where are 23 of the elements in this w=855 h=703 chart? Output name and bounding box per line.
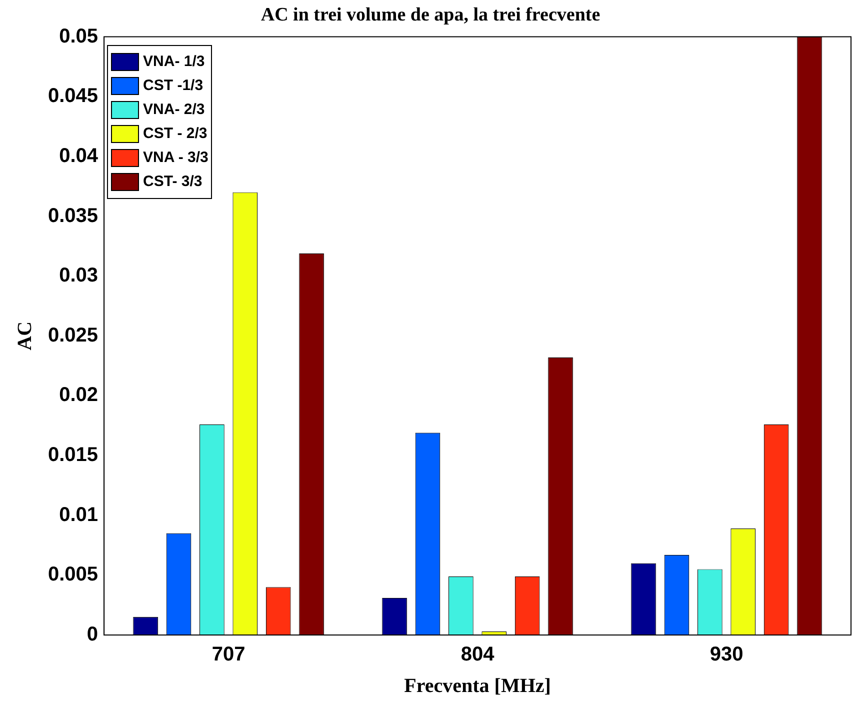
y-tick-label: 0.045 [48,85,98,108]
y-tick-label: 0.01 [59,504,98,526]
x-tick-label: 930 [710,644,744,666]
y-tick-label: 0.025 [48,324,98,346]
legend-label: VNA - 3/3 [143,149,208,166]
y-tick-label: 0.03 [59,264,98,287]
x-tick-label: 804 [460,644,496,666]
y-tick-label: 0 [86,624,98,646]
chart-title: AC in trei volume de apa, la trei frecvente [260,4,600,26]
legend-label: VNA- 1/3 [143,53,205,70]
legend-label: VNA- 2/3 [143,101,205,118]
y-tick-label: 0.015 [48,444,98,466]
legend-label: CST - 2/3 [143,125,208,142]
y-tick-label: 0.005 [48,564,98,586]
y-tick-label: 0.02 [59,384,98,406]
y-tick-label: 0.035 [48,204,98,227]
x-axis-title: Frecventa [MHz] [404,675,551,698]
legend-label: CST- 3/3 [143,173,202,190]
y-axis-title: AC [14,321,36,350]
y-tick-label: 0.05 [59,25,98,48]
legend-label: CST -1/3 [143,77,204,94]
x-tick-label: 707 [212,644,246,666]
y-tick-label: 0.04 [59,144,99,167]
